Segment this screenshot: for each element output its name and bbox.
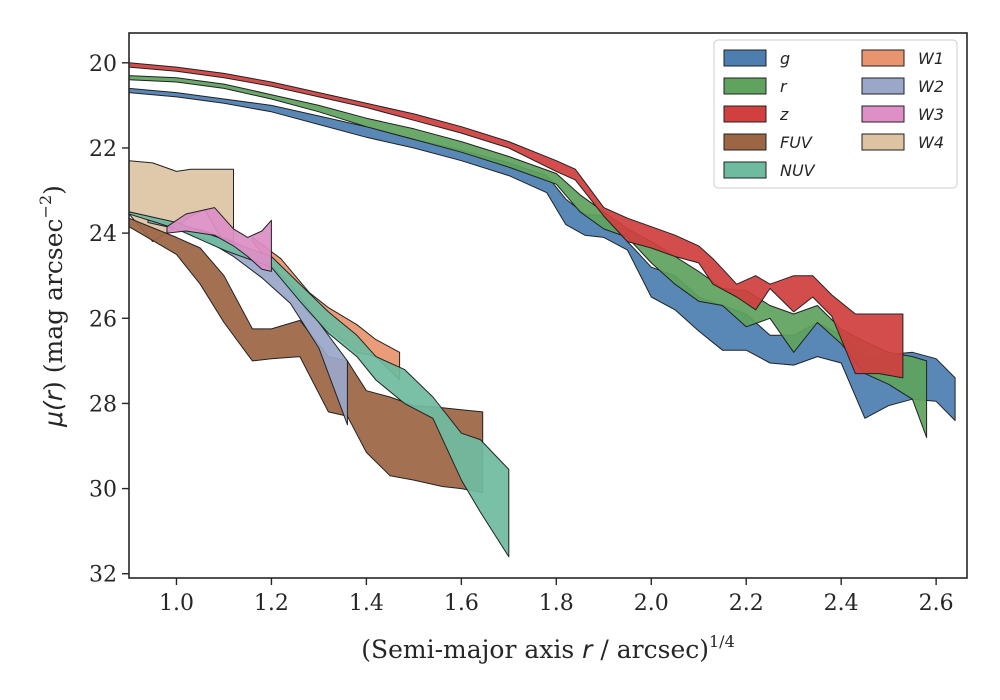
band-z bbox=[129, 62, 904, 379]
y-tick-label: 22 bbox=[89, 137, 117, 162]
y-tick-label: 24 bbox=[89, 222, 117, 247]
legend-swatch-nuv bbox=[723, 161, 767, 179]
x-tick-label: 2.4 bbox=[824, 591, 859, 616]
legend-label-z: z bbox=[779, 105, 789, 124]
y-tick-label: 26 bbox=[89, 307, 117, 332]
legend-label-w4: W4 bbox=[918, 133, 944, 152]
legend-label-nuv: NUV bbox=[780, 161, 816, 180]
legend-swatch-r bbox=[723, 77, 767, 95]
legend-label-g: g bbox=[780, 49, 790, 68]
y-tick-label: 32 bbox=[89, 563, 117, 588]
x-tick-label: 1.0 bbox=[159, 591, 194, 616]
y-axis-label: μ(r) (mag arcsec−2) bbox=[36, 185, 68, 428]
legend-swatch-g bbox=[723, 49, 767, 67]
band-nuv bbox=[129, 211, 510, 558]
legend-label-r: r bbox=[780, 77, 788, 96]
y-tick-label: 20 bbox=[89, 52, 117, 77]
x-tick-label: 1.4 bbox=[349, 591, 384, 616]
band-fuv bbox=[129, 217, 484, 494]
x-axis: 1.0 1.2 1.4 1.6 1.8 2.0 2.2 2.4 2.6 bbox=[159, 578, 954, 616]
y-tick-label: 28 bbox=[89, 392, 117, 417]
x-tick-label: 2.2 bbox=[729, 591, 764, 616]
legend-label-w2: W2 bbox=[918, 77, 944, 96]
x-tick-label: 1.6 bbox=[444, 591, 479, 616]
band-w3 bbox=[166, 207, 272, 272]
legend: grz FUV NUV W1 W2 W3 W4 bbox=[713, 39, 958, 189]
y-tick-label: 30 bbox=[89, 478, 117, 503]
band-r bbox=[129, 75, 928, 438]
legend-swatch-fuv bbox=[723, 133, 767, 151]
legend-swatch-w2 bbox=[861, 77, 905, 95]
legend-label-w1: W1 bbox=[918, 49, 944, 68]
series-layer bbox=[129, 62, 956, 558]
x-tick-label: 1.8 bbox=[539, 591, 574, 616]
x-tick-label: 2.0 bbox=[634, 591, 669, 616]
legend-swatch-w4 bbox=[861, 133, 905, 151]
x-tick-label: 1.2 bbox=[254, 591, 289, 616]
y-axis: 20 22 24 26 28 30 32 bbox=[89, 52, 129, 588]
plot-frame bbox=[128, 32, 968, 579]
x-axis-label: (Semi-major axis r / arcsec)1/4 bbox=[361, 632, 735, 664]
legend-frame bbox=[713, 39, 958, 189]
legend-label-fuv: FUV bbox=[780, 133, 813, 152]
x-tick-label: 2.6 bbox=[919, 591, 954, 616]
legend-label-w3: W3 bbox=[918, 105, 944, 124]
legend-swatch-z bbox=[723, 105, 767, 123]
legend-swatch-w1 bbox=[861, 49, 905, 67]
legend-swatch-w3 bbox=[861, 105, 905, 123]
